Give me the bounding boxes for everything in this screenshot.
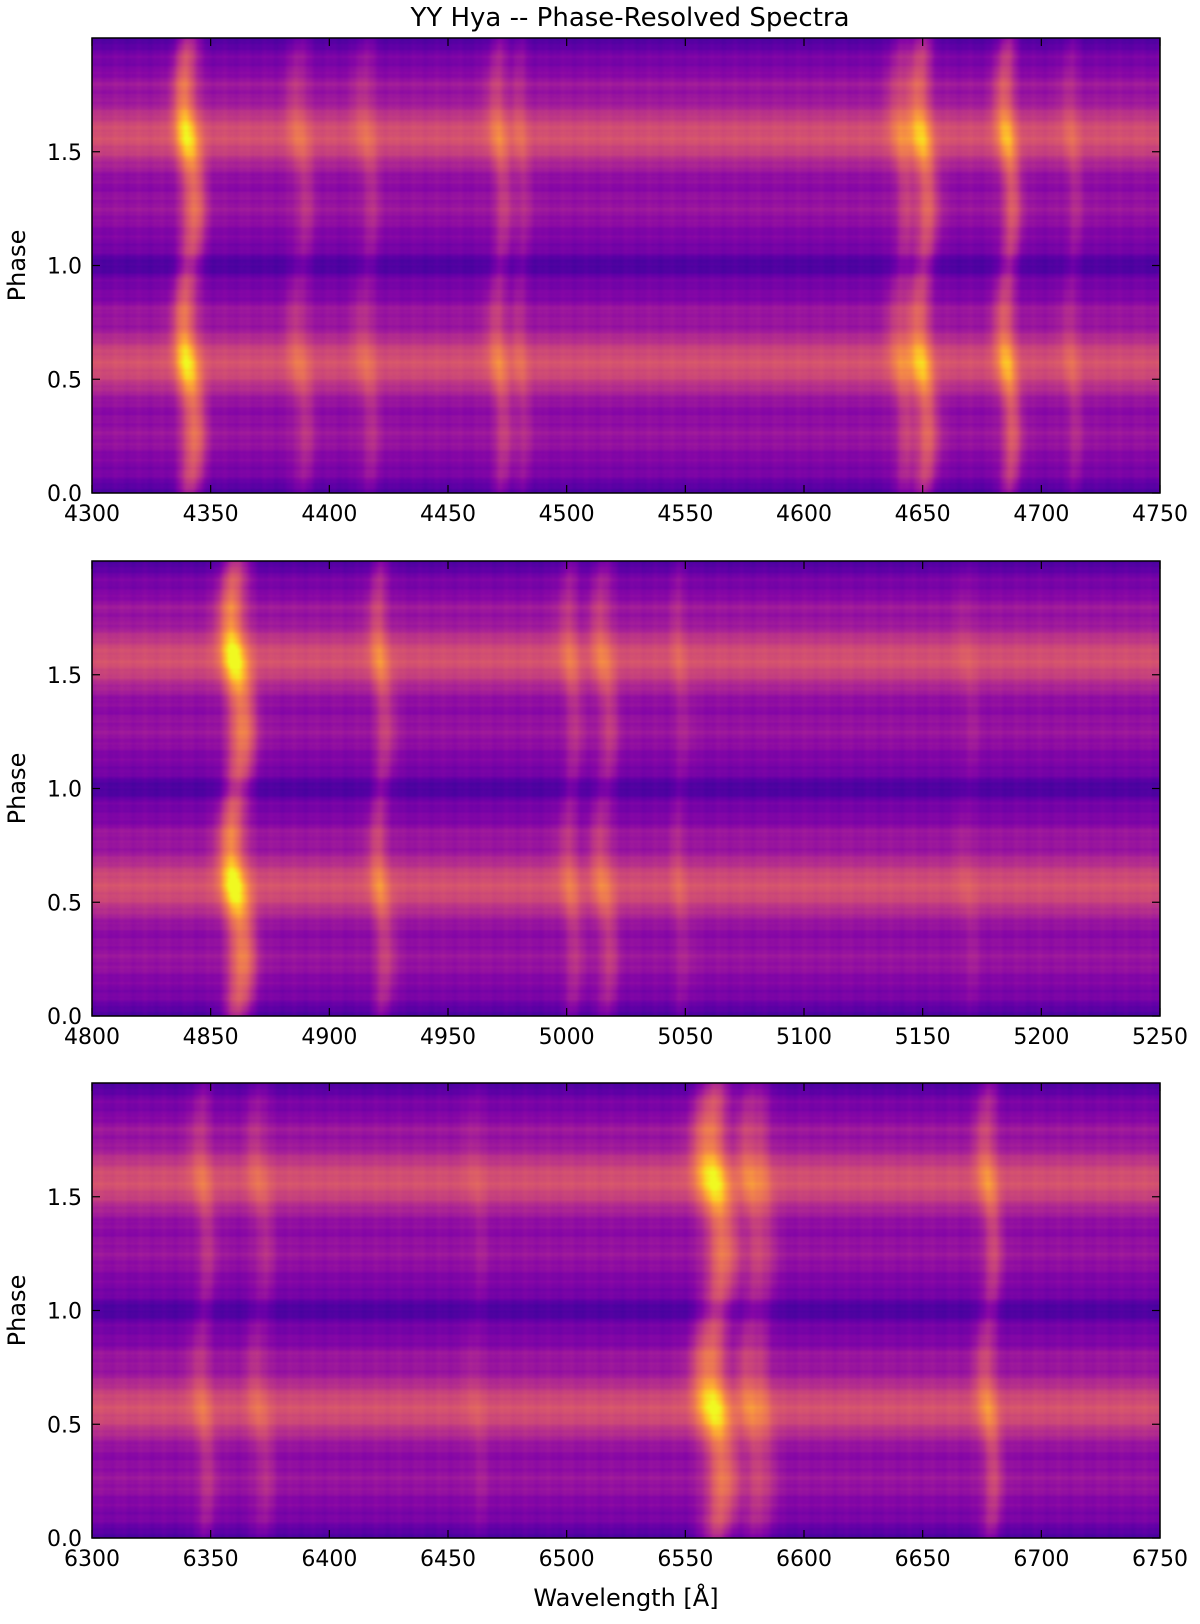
x-ticks-2: 4800 4850 4900 4950 5000 5050 5100 5150 5200 5250 — [64, 561, 1188, 1050]
y-axis-label-3: Phase — [3, 1275, 31, 1347]
y-tick-label: 0.0 — [47, 482, 82, 507]
x-tick-label: 4900 — [301, 1025, 357, 1050]
x-tick-label: 4950 — [420, 1025, 476, 1050]
x-tick-label: 4600 — [776, 502, 832, 527]
x-tick-label: 6650 — [895, 1547, 951, 1572]
y-ticks-3: 0.0 0.5 1.0 1.5 — [47, 1186, 1160, 1552]
x-tick-label: 6700 — [1013, 1547, 1069, 1572]
x-tick-label: 5250 — [1132, 1025, 1188, 1050]
y-tick-label: 1.5 — [47, 664, 82, 689]
heatmap-image-2 — [92, 561, 1160, 1016]
x-tick-label: 6450 — [420, 1547, 476, 1572]
y-tick-label: 0.0 — [47, 1527, 82, 1552]
x-ticks-1: 4300 4350 4400 4450 4500 4550 4600 4650 4700 4750 — [64, 38, 1188, 527]
spectrum-panel-1: 4300 4350 4400 4450 4500 4550 4600 4650 4700 4750… — [3, 37, 1188, 527]
figure-title: YY Hya -- Phase-Resolved Spectra — [409, 3, 849, 33]
x-tick-label: 4300 — [64, 502, 120, 527]
y-ticks-2: 0.0 0.5 1.0 1.5 — [47, 664, 1160, 1030]
x-tick-label: 5200 — [1013, 1025, 1069, 1050]
x-tick-label: 5100 — [776, 1025, 832, 1050]
spectrum-panel-2: 4800 4850 4900 4950 5000 5050 5100 5150 5200 5250… — [3, 560, 1188, 1050]
x-tick-label: 4700 — [1013, 502, 1069, 527]
y-axis-label-2: Phase — [3, 753, 31, 825]
x-tick-label: 6600 — [776, 1547, 832, 1572]
x-tick-label: 4400 — [301, 502, 357, 527]
x-tick-label: 4450 — [420, 502, 476, 527]
spectrum-panel-3: 6300 6350 6400 6450 6500 6550 6600 6650 6700 6750… — [3, 1082, 1188, 1612]
x-tick-label: 4850 — [183, 1025, 239, 1050]
y-tick-label: 0.5 — [47, 368, 82, 393]
x-tick-label: 6750 — [1132, 1547, 1188, 1572]
x-tick-label: 4550 — [657, 502, 713, 527]
y-tick-label: 0.5 — [47, 891, 82, 916]
y-tick-label: 1.5 — [47, 141, 82, 166]
x-tick-label: 5150 — [895, 1025, 951, 1050]
x-tick-label: 6400 — [301, 1547, 357, 1572]
x-ticks-3: 6300 6350 6400 6450 6500 6550 6600 6650 6700 6750 — [64, 1083, 1188, 1572]
x-tick-label: 4350 — [183, 502, 239, 527]
x-tick-label: 5050 — [657, 1025, 713, 1050]
y-tick-label: 1.0 — [47, 1300, 82, 1325]
x-axis-label-3: Wavelength [Å] — [533, 1583, 718, 1612]
x-tick-label: 4800 — [64, 1025, 120, 1050]
x-tick-label: 4650 — [895, 502, 951, 527]
y-axis-label-1: Phase — [3, 230, 31, 302]
heatmap-image-1 — [92, 38, 1160, 493]
y-tick-label: 1.0 — [47, 255, 82, 280]
x-tick-label: 6500 — [539, 1547, 595, 1572]
y-tick-label: 0.5 — [47, 1413, 82, 1438]
x-tick-label: 6550 — [657, 1547, 713, 1572]
y-tick-label: 1.5 — [47, 1186, 82, 1211]
x-tick-label: 6300 — [64, 1547, 120, 1572]
y-ticks-1: 0.0 0.5 1.0 1.5 — [47, 141, 1160, 507]
x-tick-label: 6350 — [183, 1547, 239, 1572]
heatmap-image-3 — [92, 1083, 1160, 1538]
y-tick-label: 1.0 — [47, 778, 82, 803]
x-tick-label: 4750 — [1132, 502, 1188, 527]
y-tick-label: 0.0 — [47, 1005, 82, 1030]
x-tick-label: 4500 — [539, 502, 595, 527]
x-tick-label: 5000 — [539, 1025, 595, 1050]
